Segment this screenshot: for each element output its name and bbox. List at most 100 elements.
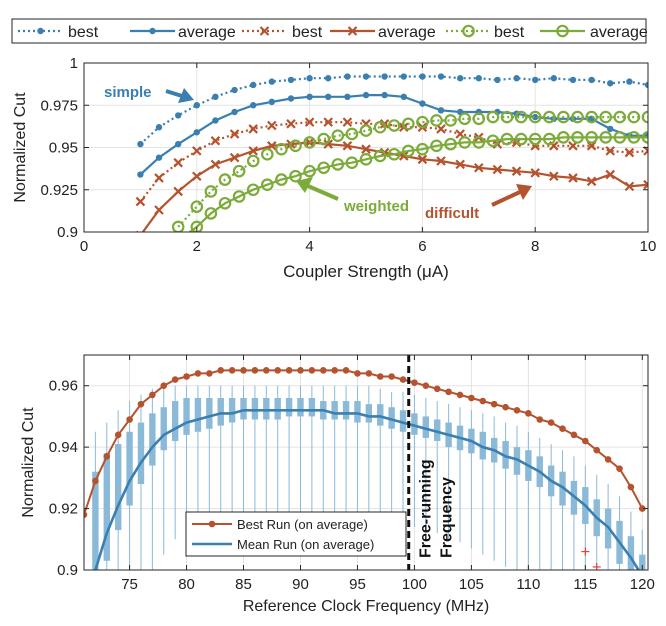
x-tick-label: 110 [516, 576, 540, 593]
data-point [267, 120, 277, 131]
x-stroke [210, 159, 221, 170]
data-point [436, 156, 446, 166]
arrow-head [178, 88, 194, 103]
x-stroke [624, 147, 635, 158]
x-stroke [586, 141, 597, 151]
data-point [359, 153, 373, 166]
data-point [559, 425, 566, 433]
box-body [206, 398, 213, 429]
data-point [306, 75, 313, 82]
series-line [139, 121, 648, 203]
panel-reference-clock: Free-running Frequency 0.9 0.92 0.94 0.96 75 80… [20, 354, 655, 615]
x-stroke [643, 179, 648, 187]
box-body [331, 401, 338, 420]
x-stroke [436, 124, 446, 134]
data-point [644, 81, 648, 89]
series-weighted-average [187, 131, 648, 232]
data-point [192, 146, 202, 156]
data-point [206, 370, 213, 377]
data-point [173, 186, 183, 197]
data-point [472, 112, 486, 126]
plot-area [84, 367, 646, 570]
box-body [342, 401, 350, 420]
data-point [287, 76, 295, 84]
data-point [274, 367, 281, 374]
data-point [570, 431, 578, 439]
data-point [458, 136, 471, 149]
data-point [417, 154, 428, 165]
x-tick-label: 75 [121, 576, 138, 593]
data-point [400, 73, 407, 80]
box-body [513, 447, 521, 475]
data-point [190, 220, 204, 232]
x-tick-label: 115 [573, 576, 597, 593]
data-point [373, 149, 387, 163]
data-point [248, 124, 258, 134]
data-point [362, 91, 370, 99]
legend-label: best [68, 24, 99, 41]
x-tick-label: 120 [630, 576, 655, 593]
data-point [494, 76, 501, 84]
x-stroke [361, 144, 371, 154]
box-body [388, 407, 395, 429]
x-stroke [142, 230, 146, 232]
x-stroke [342, 141, 353, 151]
series-best-run [84, 367, 646, 519]
data-point [419, 100, 426, 107]
x-stroke [229, 129, 240, 139]
x-stroke [605, 169, 615, 180]
data-point [103, 453, 111, 460]
data-point [437, 107, 445, 114]
data-point [250, 81, 257, 89]
box-body [479, 431, 486, 460]
x-stroke [286, 119, 296, 129]
data-point [444, 137, 457, 151]
data-point [306, 93, 313, 101]
data-point [344, 73, 351, 80]
data-point [502, 403, 509, 411]
data-point [303, 164, 316, 178]
x-stroke [643, 149, 648, 156]
data-point [419, 73, 426, 80]
data-point [381, 73, 388, 80]
data-point [286, 119, 296, 129]
x-tick-label: 8 [531, 238, 539, 255]
data-point [248, 146, 258, 156]
data-point [183, 373, 190, 380]
arrow-head [516, 184, 532, 200]
series-mean-run [94, 409, 641, 570]
box-body [217, 398, 224, 426]
x-tick-label: 10 [640, 238, 657, 255]
data-point [586, 141, 597, 151]
x-stroke [323, 139, 333, 149]
box-body [171, 401, 179, 441]
data-point [569, 76, 577, 84]
data-point [285, 367, 293, 374]
box-body [365, 404, 373, 423]
data-point [155, 154, 163, 161]
data-point [137, 171, 144, 178]
legend-swatch-marker [347, 26, 358, 36]
data-point [479, 397, 487, 405]
data-point [246, 154, 260, 168]
data-point [212, 93, 219, 101]
data-point [173, 157, 183, 168]
box-body [251, 398, 259, 420]
x-stroke [210, 135, 221, 146]
data-point [275, 142, 288, 156]
data-point [643, 146, 648, 156]
y-tick-label: 0.94 [49, 439, 78, 456]
box-body [399, 410, 407, 432]
box-body [240, 398, 247, 420]
legend-label: best [494, 24, 525, 41]
x-stroke [549, 141, 559, 151]
data-point [160, 382, 168, 390]
arrow-shaft [165, 89, 183, 98]
x-stroke [624, 181, 635, 192]
box-body [308, 398, 316, 417]
y-tick-label: 0.925 [40, 182, 78, 199]
data-point [490, 400, 498, 408]
box-body [183, 398, 190, 435]
data-point [433, 385, 441, 393]
